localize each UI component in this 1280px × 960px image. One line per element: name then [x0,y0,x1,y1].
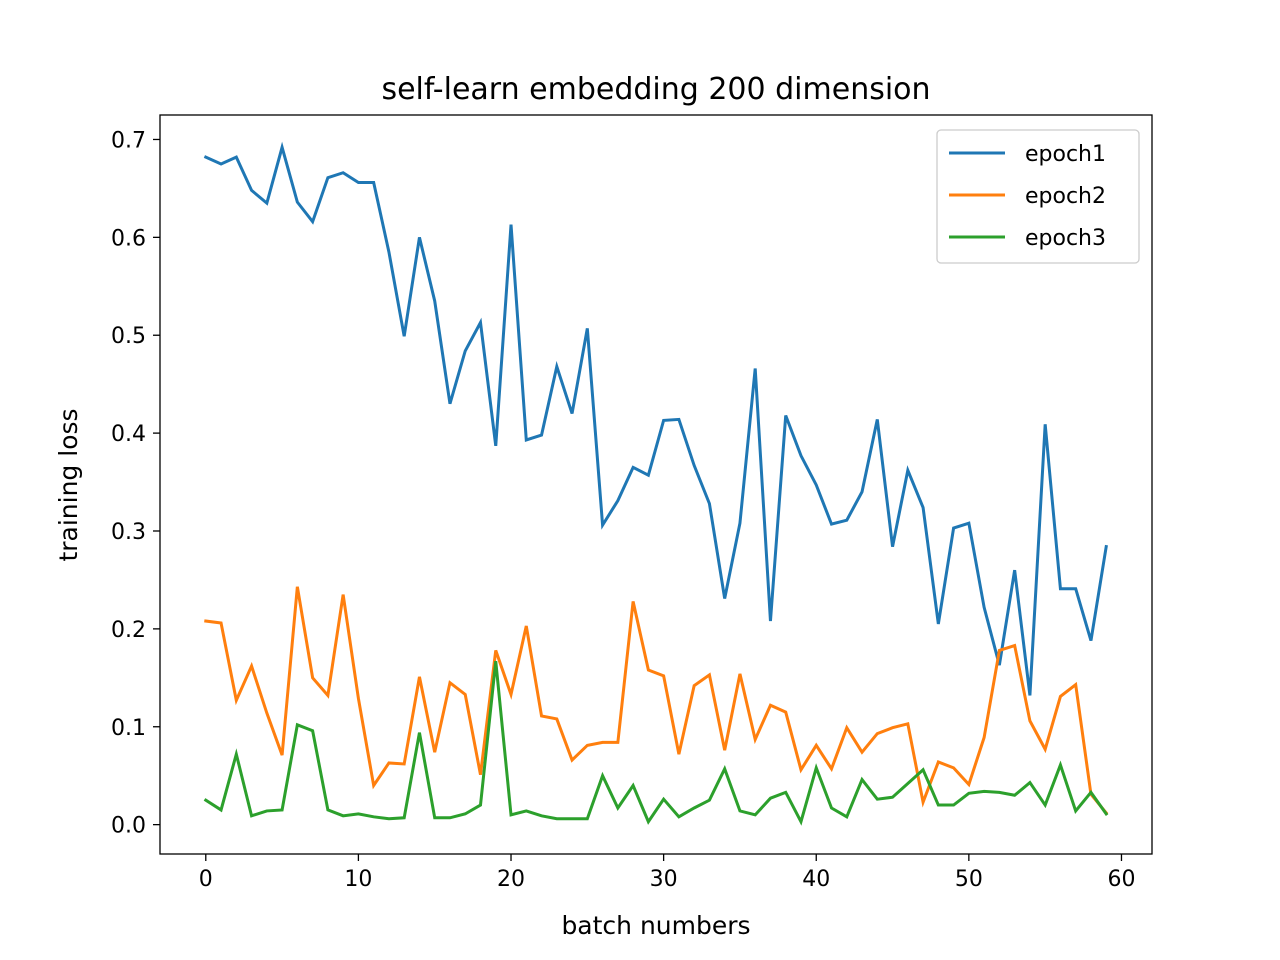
chart-title: self-learn embedding 200 dimension [381,72,930,107]
series-line-epoch2 [204,586,1109,816]
plot-lines [203,141,1109,826]
y-tick-label: 0.3 [111,520,146,545]
x-tick-label: 40 [802,867,830,892]
series-line-epoch1 [203,141,1108,696]
legend-box [936,129,1140,264]
series-line-epoch3 [203,661,1109,826]
y-axis: 0.0 0.1 0.2 0.3 0.4 0.5 0.6 0.7 [111,128,160,839]
x-tick-label: 30 [650,867,678,892]
x-tick-label: 50 [955,867,983,892]
y-tick-label: 0.5 [111,324,146,349]
x-axis-label: batch numbers [561,911,750,940]
legend: epoch1 epoch2 epoch3 [936,129,1140,264]
y-tick-label: 0.4 [111,422,146,447]
x-tick-label: 10 [344,867,372,892]
y-tick-label: 0.7 [111,128,146,153]
legend-label-epoch3: epoch3 [1025,226,1106,251]
plot-frame [159,114,1153,855]
legend-label-epoch1: epoch1 [1025,142,1106,167]
y-tick-label: 0.1 [111,716,146,741]
y-tick-label: 0.2 [111,618,146,643]
x-tick-label: 60 [1107,867,1135,892]
x-tick-label: 20 [497,867,525,892]
y-tick-label: 0.6 [111,226,146,251]
x-tick-label: 0 [199,867,213,892]
x-axis: 0 10 20 30 40 50 60 [199,854,1135,892]
y-axis-label: training loss [54,408,83,561]
legend-label-epoch2: epoch2 [1025,184,1106,209]
y-tick-label: 0.0 [111,814,146,839]
